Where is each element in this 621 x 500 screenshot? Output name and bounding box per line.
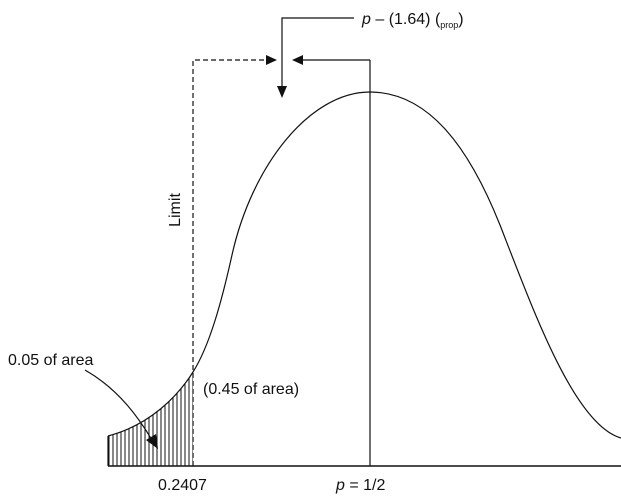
tail-area-hatching: [108, 372, 193, 466]
bell-curve: [107, 91, 621, 439]
formula-leader-line: [281, 17, 354, 88]
limit-dashed-line: [192, 59, 268, 466]
tail-pointer-curve: [84, 369, 153, 441]
left-area-label: 0.05 of area: [8, 352, 94, 369]
limit-arrowhead-icon: [266, 55, 277, 65]
center-arrowhead-icon: [292, 55, 303, 65]
top-formula-label: p – (1.64) (prop): [361, 11, 464, 30]
limit-tick-label: 0.2407: [158, 477, 207, 494]
center-tick-label: p = 1/2: [335, 477, 385, 494]
tail-pointer-arrowhead-icon: [146, 434, 158, 449]
limit-label: Limit: [167, 193, 184, 227]
formula-arrowhead-icon: [277, 86, 287, 98]
middle-area-label: (0.45 of area): [203, 381, 299, 398]
